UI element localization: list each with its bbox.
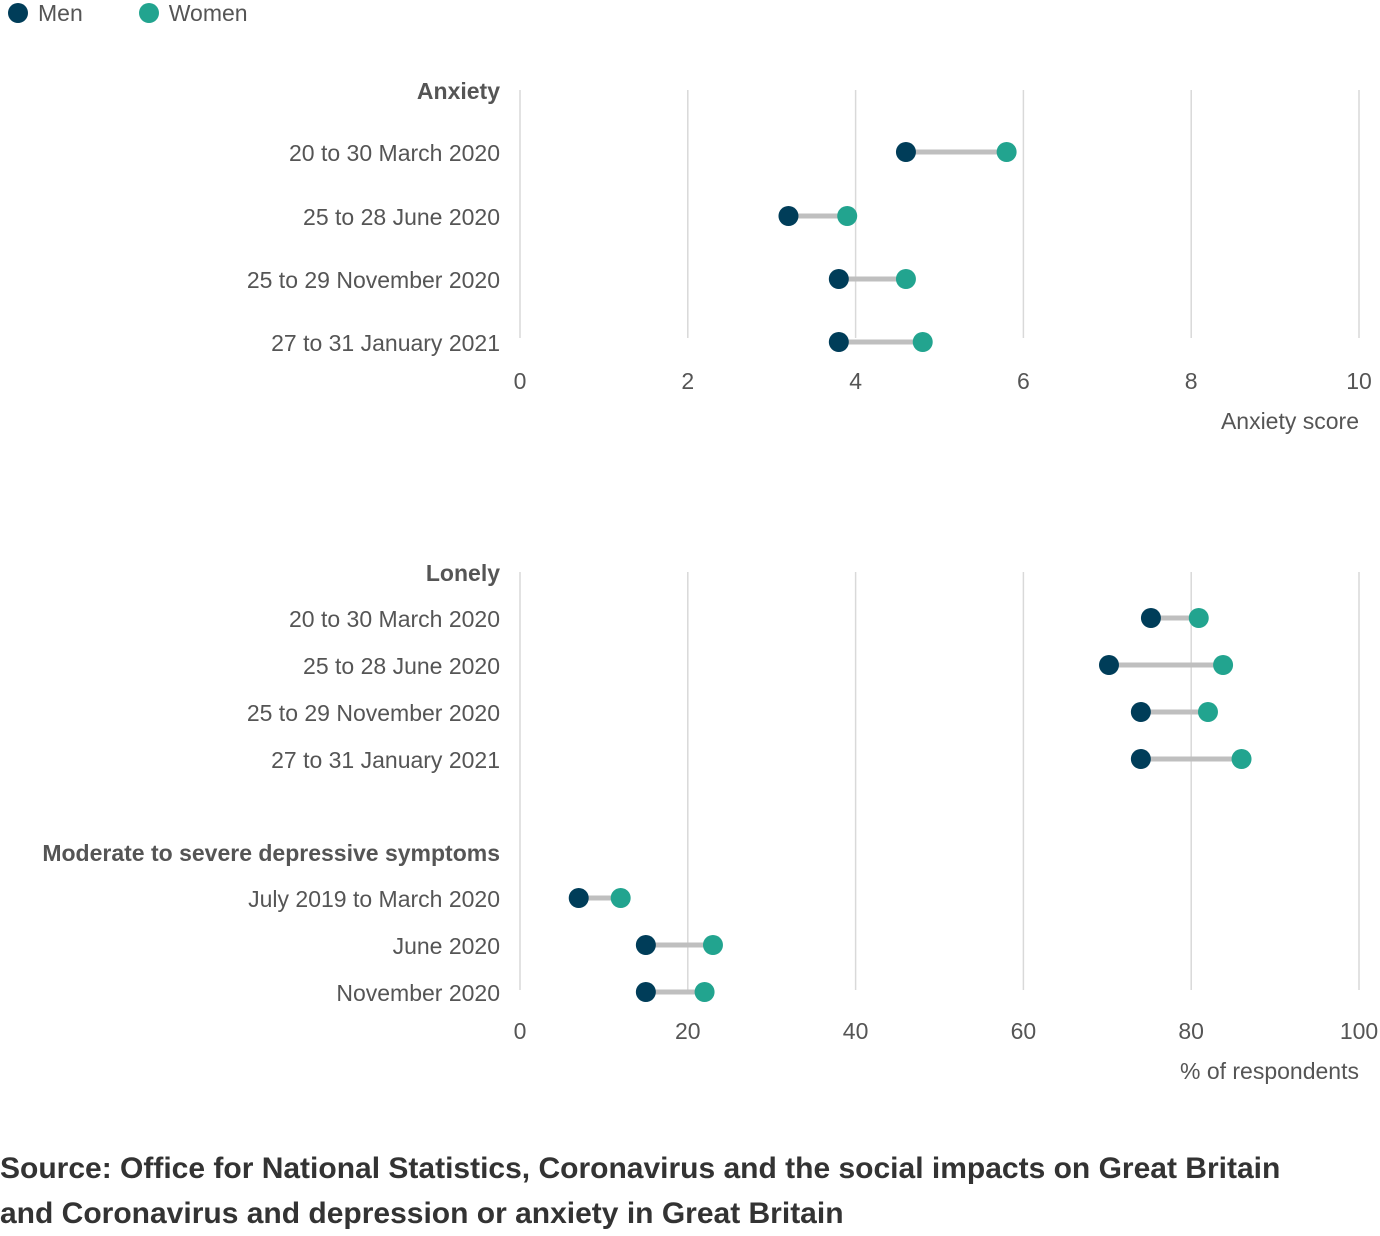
x-tick-label: 0 bbox=[514, 1018, 527, 1044]
x-tick-label: 60 bbox=[1011, 1018, 1037, 1044]
women-point bbox=[702, 935, 723, 955]
men-point bbox=[828, 332, 849, 352]
group-title: Moderate to severe depressive symptoms bbox=[42, 840, 500, 866]
legend-item-men: Men bbox=[8, 0, 83, 27]
men-point bbox=[635, 935, 656, 955]
women-point bbox=[895, 269, 916, 289]
row-label: 27 to 31 January 2021 bbox=[271, 330, 500, 356]
row-label: July 2019 to March 2020 bbox=[248, 886, 500, 912]
row-label: 25 to 28 June 2020 bbox=[303, 204, 500, 230]
chart-canvas: 0 2 4 6 8 10 Anxiety score Anxiety 20 to 30 Marc… bbox=[42, 78, 1378, 1084]
x-axis-label: % of respondents bbox=[1180, 1058, 1359, 1084]
women-point bbox=[694, 982, 715, 1002]
men-point bbox=[568, 888, 589, 908]
legend-label-men: Men bbox=[38, 0, 83, 26]
men-point bbox=[1130, 749, 1151, 769]
row-label: 20 to 30 March 2020 bbox=[289, 140, 500, 166]
legend-swatch-men bbox=[8, 3, 28, 23]
group-title: Lonely bbox=[426, 560, 500, 586]
women-point bbox=[1188, 608, 1209, 628]
men-point bbox=[1130, 702, 1151, 722]
row-label: 25 to 29 November 2020 bbox=[247, 267, 500, 293]
men-point bbox=[635, 982, 656, 1002]
x-tick-label: 10 bbox=[1346, 368, 1372, 394]
x-tick-label: 40 bbox=[843, 1018, 869, 1044]
x-axis-label: Anxiety score bbox=[1221, 408, 1359, 434]
x-tick-label: 2 bbox=[681, 368, 694, 394]
x-tick-label: 20 bbox=[675, 1018, 701, 1044]
women-point bbox=[610, 888, 631, 908]
women-point bbox=[837, 206, 858, 226]
x-tick-label: 0 bbox=[514, 368, 527, 394]
women-point bbox=[1197, 702, 1218, 722]
women-point bbox=[996, 142, 1017, 162]
legend-item-women: Women bbox=[138, 0, 248, 27]
men-point bbox=[1140, 608, 1161, 628]
row-label: 27 to 31 January 2021 bbox=[271, 747, 500, 773]
women-point bbox=[1231, 749, 1252, 769]
x-tick-label: 4 bbox=[849, 368, 862, 394]
men-point bbox=[828, 269, 849, 289]
men-point bbox=[895, 142, 916, 162]
legend-label-women: Women bbox=[168, 0, 248, 26]
legend-swatch-women bbox=[138, 3, 159, 23]
source-note: Source: Office for National Statistics, … bbox=[0, 1152, 1281, 1230]
x-tick-label: 8 bbox=[1185, 368, 1198, 394]
group-title: Anxiety bbox=[417, 78, 500, 104]
x-tick-label: 6 bbox=[1017, 368, 1030, 394]
row-label: November 2020 bbox=[336, 980, 500, 1006]
row-label: 25 to 29 November 2020 bbox=[247, 700, 500, 726]
women-point bbox=[1213, 655, 1234, 675]
women-point bbox=[912, 332, 933, 352]
men-point bbox=[778, 206, 799, 226]
chart-legend: Men Women bbox=[8, 0, 248, 26]
men-point bbox=[1098, 655, 1119, 675]
row-label: 20 to 30 March 2020 bbox=[289, 606, 500, 632]
x-tick-label: 100 bbox=[1340, 1018, 1378, 1044]
x-tick-label: 80 bbox=[1178, 1018, 1204, 1044]
row-label: June 2020 bbox=[393, 933, 500, 959]
row-label: 25 to 28 June 2020 bbox=[303, 653, 500, 679]
